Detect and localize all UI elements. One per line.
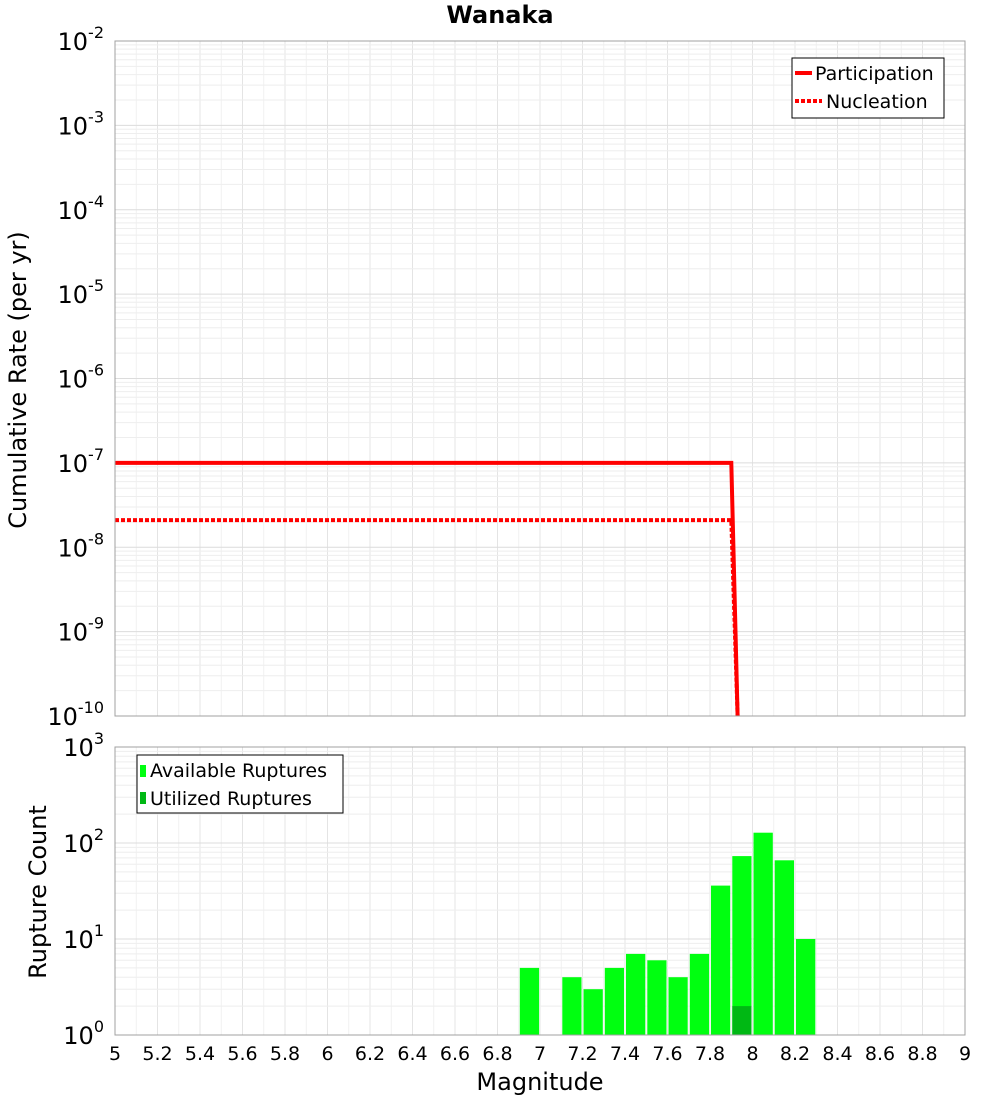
x-tick-label: 6.8 — [482, 1043, 512, 1065]
legend-available-swatch — [140, 765, 146, 777]
x-tick-label: 6.2 — [355, 1043, 385, 1065]
available-rupture-bar — [689, 953, 710, 1035]
x-tick-label: 5.2 — [142, 1043, 172, 1065]
available-rupture-bar — [753, 832, 773, 1035]
rate-plot-series — [115, 460, 740, 717]
x-tick-label: 5.6 — [227, 1043, 257, 1065]
rate-plot-legend: Participation Nucleation — [791, 57, 945, 119]
available-rupture-bar — [668, 977, 688, 1035]
available-rupture-bar — [732, 856, 752, 1035]
y-tick-label: 103 — [63, 729, 104, 762]
rate-plot: 10-2 10-3 10-4 10-5 10-6 10-7 10-8 10-9 10-10 Cu… — [4, 23, 966, 731]
utilized-rupture-bar — [732, 1006, 752, 1035]
y-tick-label: 10-4 — [58, 192, 105, 225]
legend-utilized-swatch — [140, 792, 146, 804]
available-rupture-bar — [796, 939, 816, 1035]
rupture-count-y-ticks: 103 102 101 100 — [63, 729, 104, 1050]
legend-utilized-label: Utilized Ruptures — [150, 788, 312, 810]
rupture-count-bars — [519, 832, 816, 1035]
x-tick-label: 6.4 — [397, 1043, 427, 1065]
rupture-count-y-axis-label: Rupture Count — [24, 805, 52, 979]
legend-participation-label: Participation — [815, 63, 934, 85]
available-rupture-bar — [519, 967, 540, 1035]
y-tick-label: 100 — [63, 1017, 104, 1050]
x-tick-label: 5 — [109, 1043, 121, 1065]
x-tick-label: 7.4 — [610, 1043, 640, 1065]
x-tick-label: 8.8 — [907, 1043, 937, 1065]
y-tick-label: 10-8 — [58, 529, 105, 562]
y-tick-label: 10-6 — [58, 361, 105, 394]
x-tick-label: 9 — [959, 1043, 971, 1065]
available-rupture-bar — [774, 860, 794, 1035]
x-tick-label: 6.6 — [440, 1043, 470, 1065]
y-tick-label: 10-2 — [58, 23, 105, 56]
rupture-count-x-ticks: 5 5.2 5.4 5.6 5.8 6 6.2 6.4 6.6 6.8 7 7.2 7.4 7.6 7.8 8… — [109, 1043, 971, 1065]
series-line-nucleation — [115, 518, 740, 717]
available-rupture-bar — [604, 967, 624, 1035]
x-tick-label: 7.2 — [567, 1043, 597, 1065]
x-tick-label: 8 — [746, 1043, 758, 1065]
y-tick-label: 10-3 — [58, 107, 105, 140]
available-rupture-bar — [711, 885, 731, 1035]
rupture-count-plot: 103 102 101 100 5 5.2 5.4 5.6 5.8 6 6.2 6.4 6.6 6.8 7… — [24, 729, 971, 1096]
rupture-count-legend: Available Ruptures Utilized Ruptures — [136, 754, 344, 814]
available-rupture-bar — [626, 953, 646, 1035]
x-tick-label: 7 — [534, 1043, 546, 1065]
rate-plot-y-axis-label: Cumulative Rate (per yr) — [4, 231, 32, 529]
y-tick-label: 10-10 — [47, 698, 104, 731]
x-tick-label: 8.4 — [822, 1043, 852, 1065]
y-tick-label: 10-5 — [58, 276, 105, 309]
y-tick-label: 10-7 — [58, 445, 105, 478]
legend-nucleation-label: Nucleation — [826, 91, 928, 113]
legend-available-label: Available Ruptures — [150, 760, 327, 782]
x-tick-label: 8.2 — [780, 1043, 810, 1065]
available-rupture-bar — [583, 989, 603, 1035]
x-tick-label: 5.4 — [185, 1043, 215, 1065]
y-tick-label: 102 — [63, 825, 104, 858]
rate-plot-grid — [114, 41, 966, 717]
x-tick-label: 7.6 — [652, 1043, 682, 1065]
rate-plot-y-ticks: 10-2 10-3 10-4 10-5 10-6 10-7 10-8 10-9 10-10 — [47, 23, 104, 731]
x-axis-label: Magnitude — [476, 1068, 603, 1096]
x-tick-label: 6 — [321, 1043, 333, 1065]
y-tick-label: 10-9 — [58, 614, 105, 647]
x-tick-label: 5.8 — [270, 1043, 300, 1065]
y-tick-label: 101 — [63, 921, 104, 954]
available-rupture-bar — [647, 960, 667, 1035]
x-tick-label: 7.8 — [695, 1043, 725, 1065]
chart-title: Wanaka — [446, 1, 553, 29]
x-tick-label: 8.6 — [865, 1043, 895, 1065]
available-rupture-bar — [562, 977, 582, 1035]
